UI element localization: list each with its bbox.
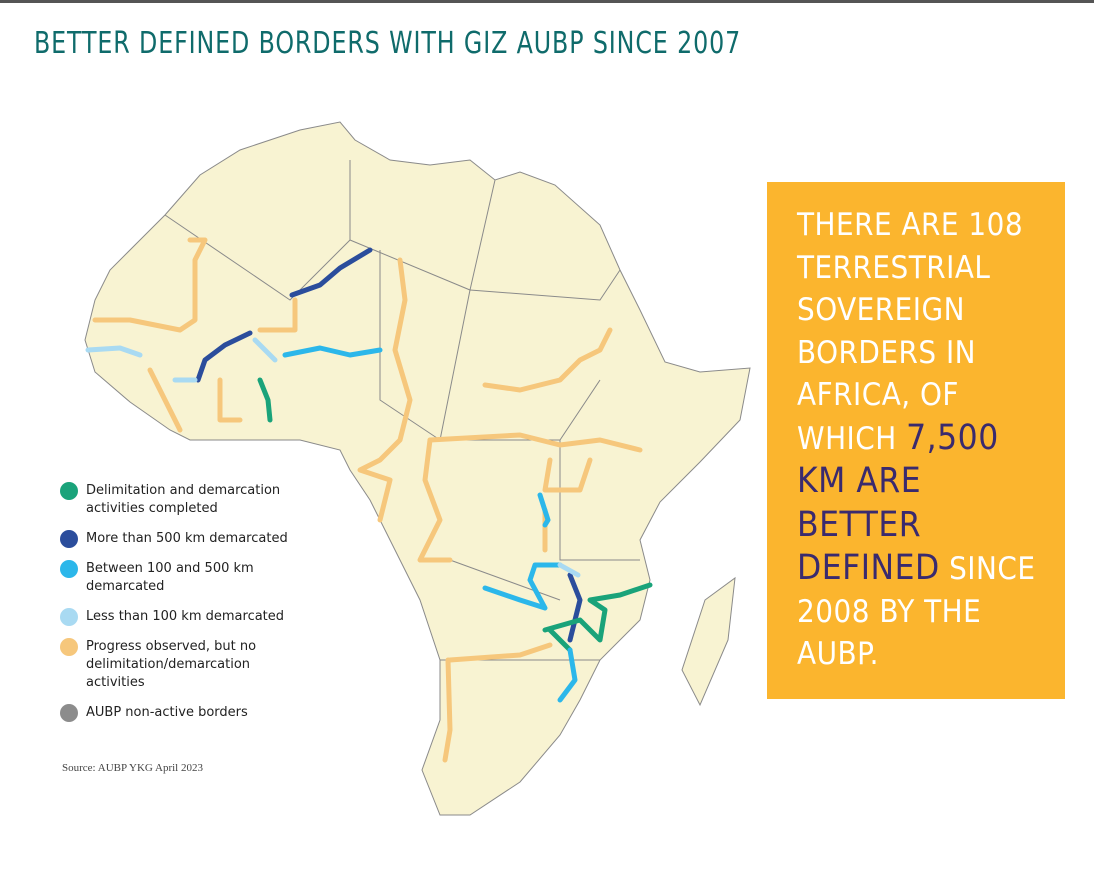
legend-swatch xyxy=(60,530,78,548)
legend-item: Delimitation and demarcation activities … xyxy=(60,482,310,518)
callout-text: SINCE 2008 BY THE AUBP. xyxy=(797,551,1036,672)
africa-map xyxy=(84,121,751,816)
legend-label: More than 500 km demarcated xyxy=(86,531,288,546)
legend-swatch xyxy=(60,704,78,722)
legend-label: Less than 100 km demarcated xyxy=(86,609,285,624)
legend-item: More than 500 km demarcated xyxy=(60,530,310,548)
top-rule xyxy=(0,0,1094,3)
legend-swatch xyxy=(60,608,78,626)
callout-box: THERE ARE 108 TERRESTRIAL SOVEREIGN BORD… xyxy=(767,182,1065,699)
legend-swatch xyxy=(60,482,78,500)
legend-label: AUBP non-active borders xyxy=(86,705,248,720)
legend-item: AUBP non-active borders xyxy=(60,704,310,722)
legend-label: Between 100 and 500 km demarcated xyxy=(86,561,254,594)
legend-label: Progress observed, but no delimitation/d… xyxy=(86,639,257,690)
legend-item: Less than 100 km demarcated xyxy=(60,608,310,626)
callout-text: THERE ARE 108 TERRESTRIAL SOVEREIGN BORD… xyxy=(797,207,1024,457)
legend-swatch xyxy=(60,638,78,656)
legend-label: Delimitation and demarcation activities … xyxy=(86,483,281,516)
legend-item: Progress observed, but no delimitation/d… xyxy=(60,638,310,692)
legend: Delimitation and demarcation activities … xyxy=(60,482,310,734)
callout-highlight: 7,500 KM ARE BETTER DEFINED xyxy=(797,417,999,589)
legend-item: Between 100 and 500 km demarcated xyxy=(60,560,310,596)
source-note: Source: AUBP YKG April 2023 xyxy=(62,762,203,774)
legend-swatch xyxy=(60,560,78,578)
title: BETTER DEFINED BORDERS WITH GIZ AUBP SIN… xyxy=(34,26,742,61)
